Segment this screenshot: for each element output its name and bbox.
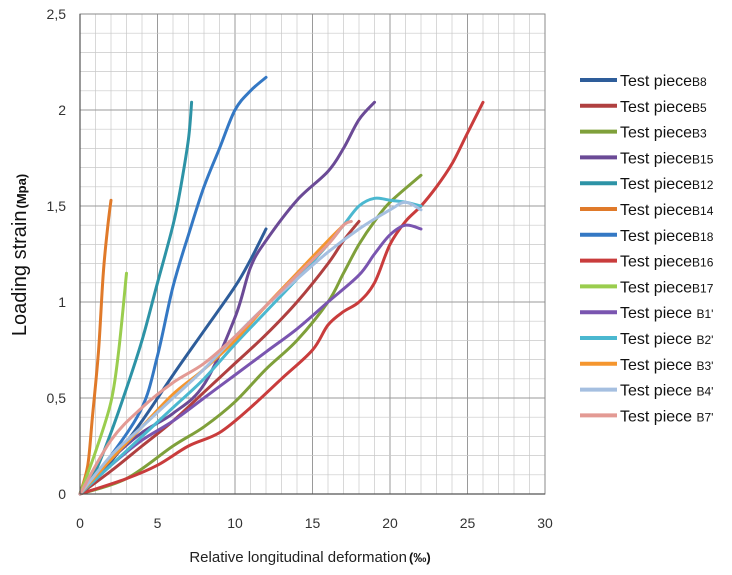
legend-entry-b15: Test pieceB15 [620, 150, 714, 167]
grid [79, 13, 546, 495]
series-line-b15 [78, 100, 376, 496]
series-lines [78, 75, 485, 496]
y-tick-label: 2 [58, 102, 66, 118]
legend-entry-b7-prime: Test piece B7' [620, 408, 713, 425]
y-axis-unit: (Mpa) [14, 174, 29, 209]
y-tick-label: 1 [58, 294, 66, 310]
series-line-b1-prime [78, 223, 423, 496]
x-tick-label: 30 [537, 515, 553, 531]
legend-entry-b2-prime: Test piece B2' [620, 331, 713, 348]
series-line-b18 [78, 75, 268, 496]
series-line-b16 [78, 100, 485, 496]
legend-entry-b17: Test pieceB17 [620, 279, 714, 296]
y-tick-label: 1,5 [47, 198, 67, 214]
legend-entry-b14: Test pieceB14 [620, 202, 714, 219]
legend-entry-b3-prime: Test piece B3' [620, 357, 713, 374]
series-line-b3 [78, 173, 423, 496]
x-tick-label: 15 [305, 515, 321, 531]
legend-entry-b18: Test pieceB18 [620, 228, 714, 245]
legend: Test pieceB8 Test pieceB5 Test pieceB3 Test… [580, 73, 714, 425]
x-axis-unit: (‰) [409, 550, 431, 565]
x-tick-label: 5 [154, 515, 162, 531]
legend-entry-b16: Test pieceB16 [620, 254, 714, 271]
series-line-b17 [78, 271, 128, 496]
legend-entry-b8: Test pieceB8 [620, 73, 707, 90]
tick-labels: 0 5 10 15 20 25 30 0 0,5 1 1,5 2 2,5 [47, 6, 553, 531]
x-tick-label: 25 [460, 515, 476, 531]
x-axis-title: Relative longitudinal deformation (‰) [189, 549, 430, 566]
axes [79, 13, 546, 495]
y-tick-label: 2,5 [47, 6, 67, 22]
legend-entry-b3: Test pieceB3 [620, 125, 707, 142]
y-tick-label: 0 [58, 486, 66, 502]
series-line-b14 [78, 198, 113, 496]
x-tick-label: 10 [227, 515, 243, 531]
legend-entry-b12: Test pieceB12 [620, 176, 714, 193]
legend-entry-b4-prime: Test piece B4' [620, 383, 713, 400]
series-line-b7-prime [78, 219, 353, 496]
x-tick-label: 20 [382, 515, 398, 531]
series-line-b5 [78, 219, 361, 496]
legend-entry-b1-prime: Test piece B1' [620, 305, 713, 322]
legend-entry-b5: Test pieceB5 [620, 99, 707, 116]
x-tick-label: 0 [76, 515, 84, 531]
series-line-b3-prime [78, 223, 345, 496]
y-tick-label: 0,5 [47, 390, 67, 406]
y-axis-title: Loading strain(Mpa) [9, 174, 31, 336]
